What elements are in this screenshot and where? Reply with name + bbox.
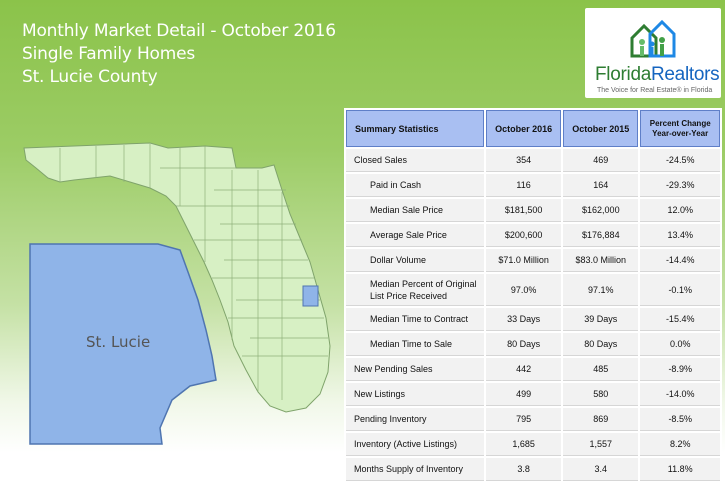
header-percent-change-line2: Year-over-Year bbox=[652, 128, 709, 138]
st-lucie-inset bbox=[29, 243, 217, 445]
cell-2016: 442 bbox=[486, 358, 562, 381]
cell-change: -14.0% bbox=[640, 383, 720, 406]
report-title: Monthly Market Detail - October 2016 Sin… bbox=[22, 20, 336, 89]
row-label: Inventory (Active Listings) bbox=[346, 433, 484, 456]
county-lines bbox=[59, 144, 328, 400]
cell-change: -0.1% bbox=[640, 274, 720, 306]
table-row: Median Time to Contract 33 Days 39 Days … bbox=[346, 308, 720, 331]
cell-2016: $181,500 bbox=[486, 199, 562, 222]
cell-2016: 97.0% bbox=[486, 274, 562, 306]
logo-word-realtors: Realtors bbox=[650, 64, 720, 85]
cell-change: 8.2% bbox=[640, 433, 720, 456]
logo-wordmark: FloridaRealtors bbox=[595, 64, 720, 86]
cell-2016: 33 Days bbox=[486, 308, 562, 331]
table-row: Average Sale Price $200,600 $176,884 13.… bbox=[346, 224, 720, 247]
row-label: New Pending Sales bbox=[346, 358, 484, 381]
cell-change: -14.4% bbox=[640, 249, 720, 272]
cell-2016: 499 bbox=[486, 383, 562, 406]
table-row: Median Percent of Original List Price Re… bbox=[346, 274, 720, 306]
row-label-line2: List Price Received bbox=[370, 290, 448, 301]
cell-2016: 3.8 bbox=[486, 458, 562, 481]
summary-statistics-table: Summary Statistics October 2016 October … bbox=[344, 108, 722, 488]
row-label: Median Sale Price bbox=[346, 199, 484, 222]
table-row: Median Time to Sale 80 Days 80 Days 0.0% bbox=[346, 333, 720, 356]
logo-tagline: The Voice for Real Estate® in Florida bbox=[597, 87, 713, 94]
row-label: Closed Sales bbox=[346, 149, 484, 172]
row-label-line1: Median Percent of Original bbox=[370, 278, 477, 289]
row-label: Months Supply of Inventory bbox=[346, 458, 484, 481]
cell-change: -24.5% bbox=[640, 149, 720, 172]
cell-change: -29.3% bbox=[640, 174, 720, 197]
cell-2016: 116 bbox=[486, 174, 562, 197]
table-row: New Pending Sales 442 485 -8.9% bbox=[346, 358, 720, 381]
inset-county-label: St. Lucie bbox=[86, 333, 151, 351]
cell-2016: $71.0 Million bbox=[486, 249, 562, 272]
cell-2015: 869 bbox=[563, 408, 639, 431]
florida-county-map bbox=[23, 142, 331, 445]
cell-2015: 469 bbox=[563, 149, 639, 172]
table-row: New Listings 499 580 -14.0% bbox=[346, 383, 720, 406]
header-percent-change-line1: Percent Change bbox=[649, 118, 711, 128]
table-row: Dollar Volume $71.0 Million $83.0 Millio… bbox=[346, 249, 720, 272]
cell-change: -8.5% bbox=[640, 408, 720, 431]
header-percent-change: Percent Change Year-over-Year bbox=[640, 110, 720, 147]
row-label: Pending Inventory bbox=[346, 408, 484, 431]
header-october-2015: October 2015 bbox=[563, 110, 639, 147]
row-label: Median Time to Contract bbox=[346, 308, 484, 331]
cell-2016: $200,600 bbox=[486, 224, 562, 247]
cell-change: -15.4% bbox=[640, 308, 720, 331]
title-line: Monthly Market Detail - October 2016 bbox=[22, 21, 336, 41]
cell-2016: 354 bbox=[486, 149, 562, 172]
cell-2016: 1,685 bbox=[486, 433, 562, 456]
table-row: Pending Inventory 795 869 -8.5% bbox=[346, 408, 720, 431]
cell-2015: 3.4 bbox=[563, 458, 639, 481]
cell-2015: 580 bbox=[563, 383, 639, 406]
table-row: Months Supply of Inventory 3.8 3.4 11.8% bbox=[346, 458, 720, 481]
row-label: Median Percent of Original List Price Re… bbox=[346, 274, 484, 306]
cell-2015: 39 Days bbox=[563, 308, 639, 331]
houses-people-icon bbox=[630, 19, 676, 58]
cell-2015: 97.1% bbox=[563, 274, 639, 306]
cell-change: 0.0% bbox=[640, 333, 720, 356]
table-row: Closed Sales 354 469 -24.5% bbox=[346, 149, 720, 172]
table-row: Paid in Cash 116 164 -29.3% bbox=[346, 174, 720, 197]
cell-2015: 80 Days bbox=[563, 333, 639, 356]
cell-2015: 1,557 bbox=[563, 433, 639, 456]
subtitle-property-type: Single Family Homes bbox=[22, 44, 196, 64]
subtitle-county: St. Lucie County bbox=[22, 67, 158, 87]
cell-change: 11.8% bbox=[640, 458, 720, 481]
cell-change: -8.9% bbox=[640, 358, 720, 381]
row-label: Median Time to Sale bbox=[346, 333, 484, 356]
cell-2015: $83.0 Million bbox=[563, 249, 639, 272]
cell-change: 12.0% bbox=[640, 199, 720, 222]
header-summary-statistics: Summary Statistics bbox=[346, 110, 484, 147]
header-october-2016: October 2016 bbox=[486, 110, 562, 147]
st-lucie-highlight bbox=[302, 285, 319, 307]
logo-word-florida: Florida bbox=[595, 64, 651, 85]
row-label: Average Sale Price bbox=[346, 224, 484, 247]
cell-2015: $162,000 bbox=[563, 199, 639, 222]
table-header-row: Summary Statistics October 2016 October … bbox=[346, 110, 720, 147]
cell-2015: $176,884 bbox=[563, 224, 639, 247]
cell-2015: 164 bbox=[563, 174, 639, 197]
row-label: Dollar Volume bbox=[346, 249, 484, 272]
cell-2016: 80 Days bbox=[486, 333, 562, 356]
table-row: Median Sale Price $181,500 $162,000 12.0… bbox=[346, 199, 720, 222]
cell-2016: 795 bbox=[486, 408, 562, 431]
row-label: Paid in Cash bbox=[346, 174, 484, 197]
cell-2015: 485 bbox=[563, 358, 639, 381]
cell-change: 13.4% bbox=[640, 224, 720, 247]
florida-realtors-logo: FloridaRealtors The Voice for Real Estat… bbox=[585, 8, 721, 98]
row-label: New Listings bbox=[346, 383, 484, 406]
table-row: Inventory (Active Listings) 1,685 1,557 … bbox=[346, 433, 720, 456]
